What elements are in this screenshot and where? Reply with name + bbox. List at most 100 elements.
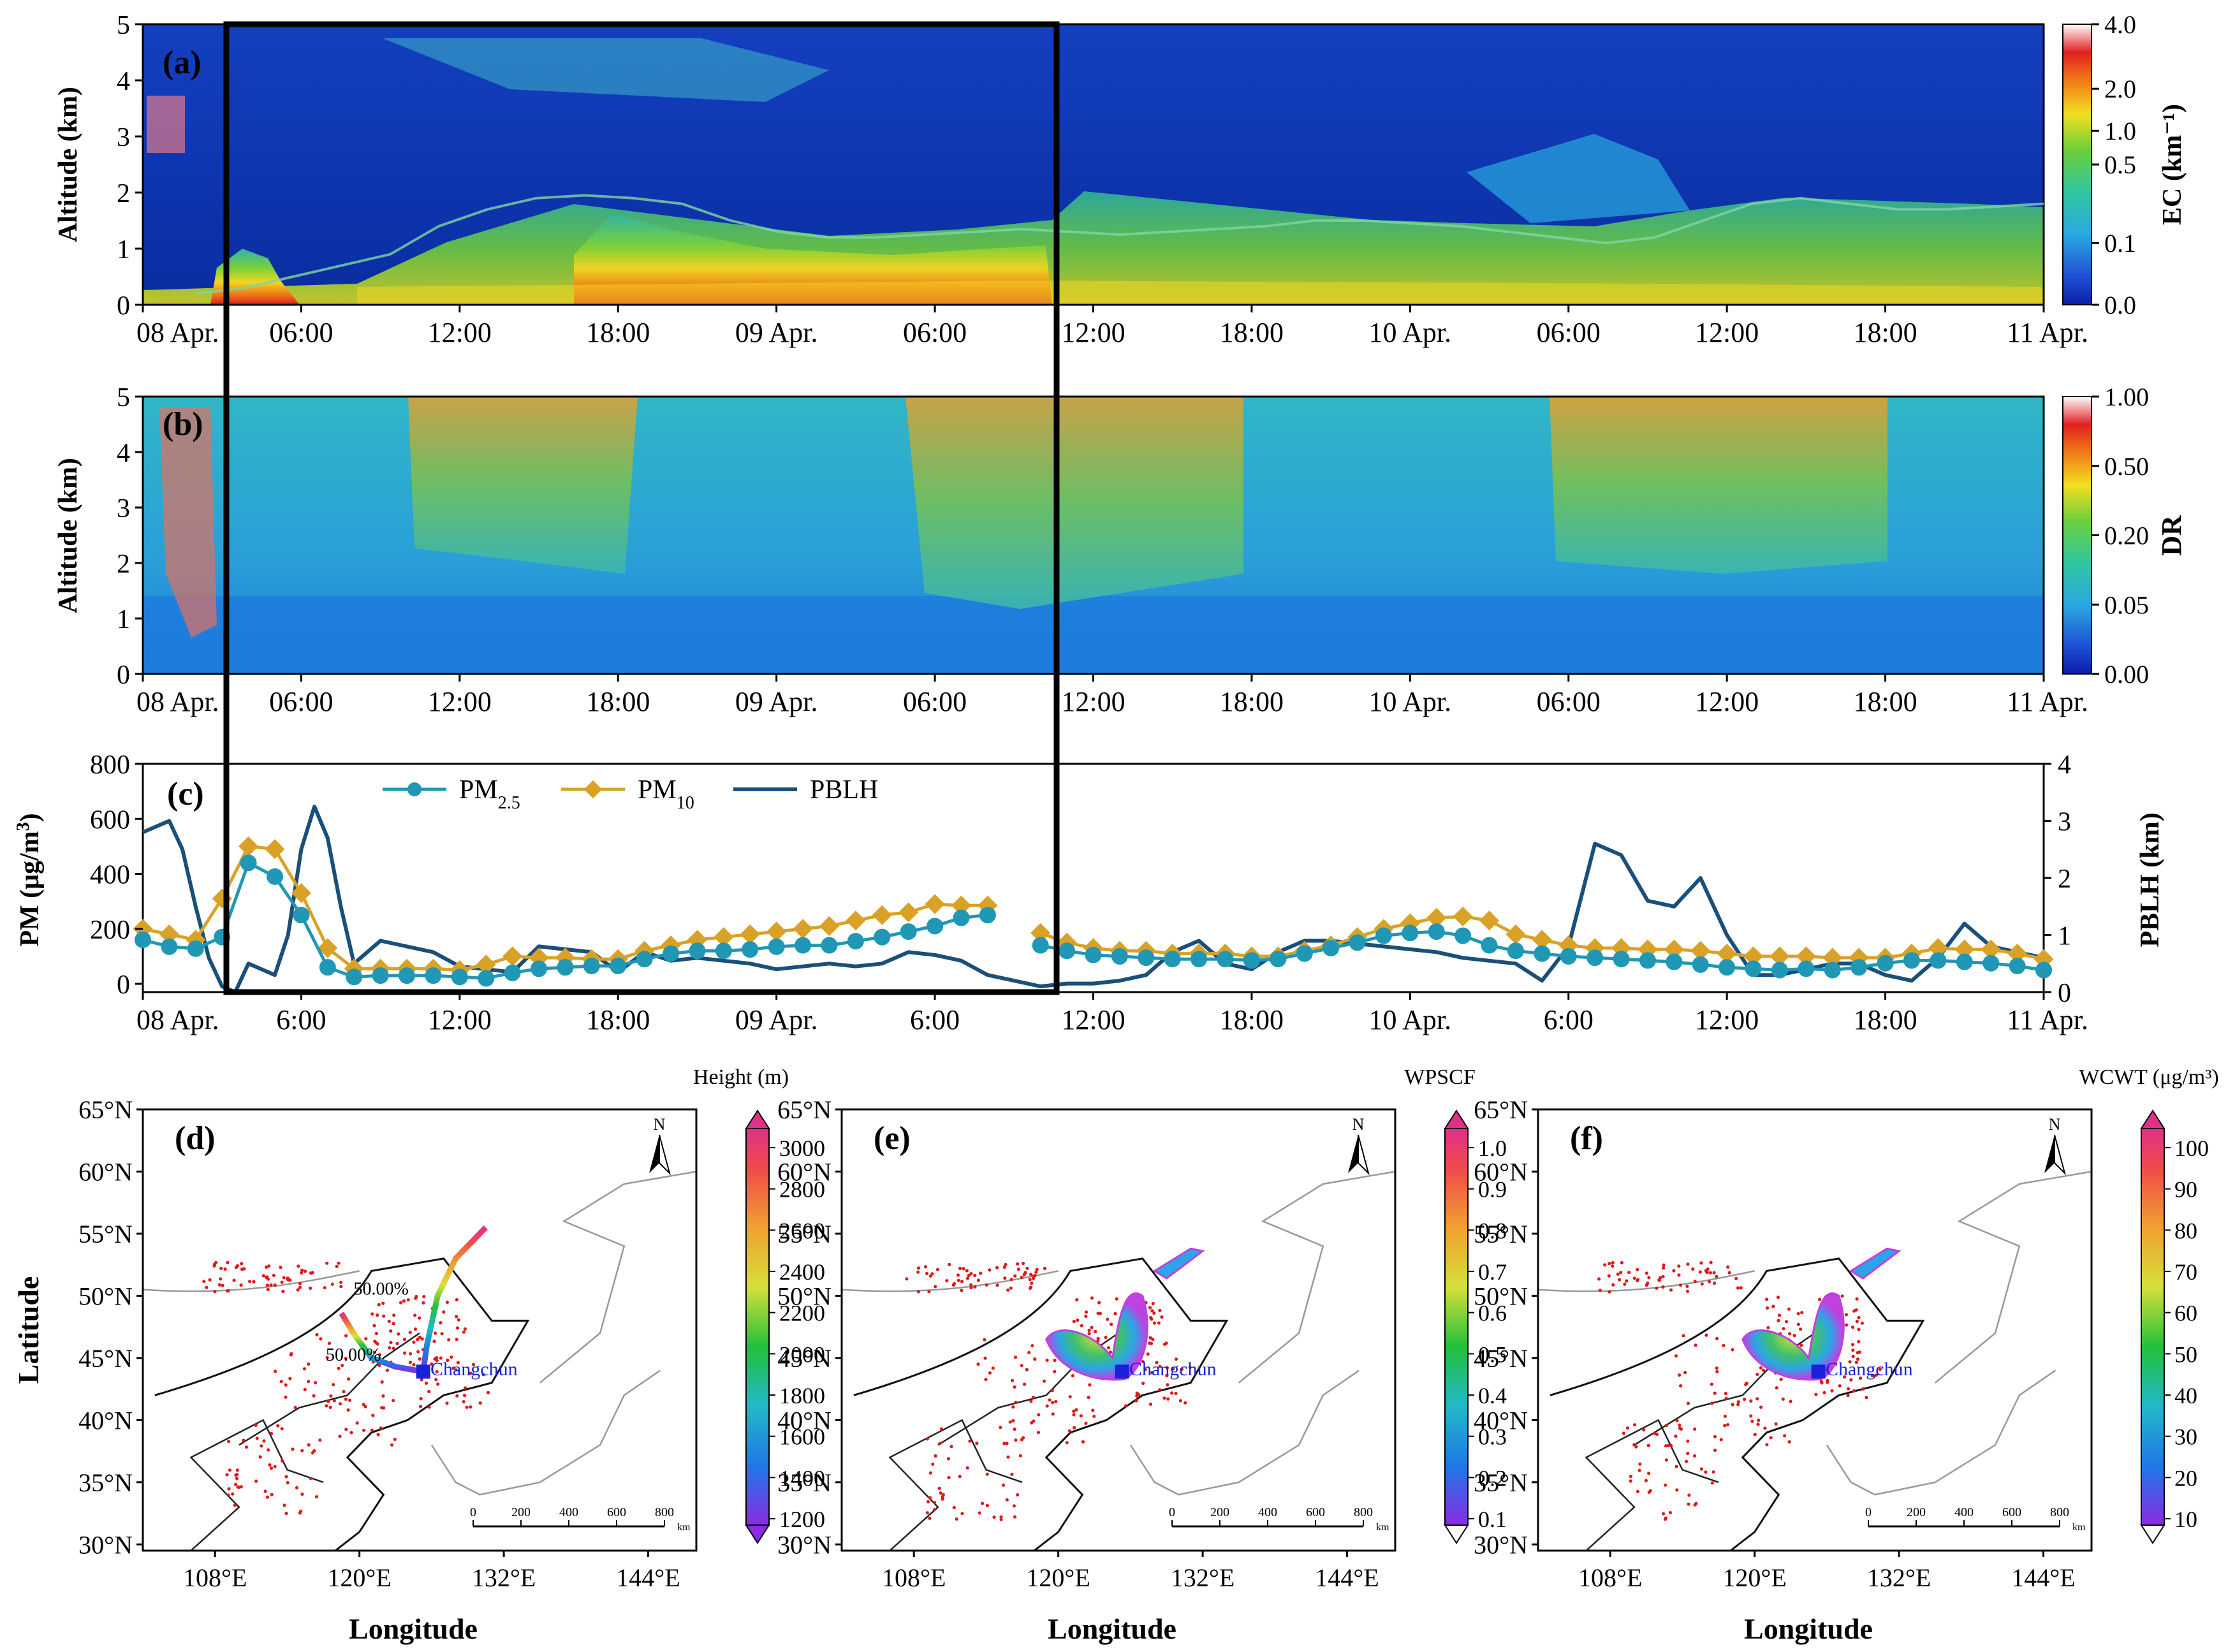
fire-point xyxy=(1638,1468,1641,1472)
colorbar-tick-label: 0.2 xyxy=(1478,1465,1507,1491)
fire-point xyxy=(1074,1408,1078,1412)
pm25-point xyxy=(1270,951,1287,968)
fire-point xyxy=(1789,1400,1792,1403)
fire-point xyxy=(1002,1265,1006,1269)
pm10-point xyxy=(1532,930,1552,950)
x-tick-label: 6:00 xyxy=(276,1004,326,1035)
fire-point xyxy=(332,1399,336,1403)
fire-point xyxy=(339,1280,343,1284)
fire-point xyxy=(1011,1378,1015,1382)
fire-point xyxy=(319,1337,323,1341)
fire-point xyxy=(934,1285,937,1289)
fire-point xyxy=(1025,1266,1029,1270)
fire-point xyxy=(362,1403,365,1407)
fire-point xyxy=(392,1399,395,1403)
fire-point xyxy=(1700,1282,1704,1286)
fire-point xyxy=(1715,1336,1719,1341)
fire-point xyxy=(388,1346,392,1350)
pm10-point xyxy=(793,919,813,939)
fire-point xyxy=(267,1264,271,1268)
map-background xyxy=(143,1109,696,1551)
x-tick-label: 12:00 xyxy=(428,1004,492,1035)
lat-tick-label: 50°N xyxy=(777,1282,832,1310)
colorbar-tick-label: 1400 xyxy=(779,1465,825,1491)
pm25-point xyxy=(267,868,284,885)
fire-point xyxy=(1106,1317,1110,1321)
fire-point xyxy=(445,1300,450,1304)
fire-point xyxy=(1148,1341,1152,1345)
fire-point xyxy=(284,1475,288,1479)
pm10-point xyxy=(1928,938,1948,958)
fire-point xyxy=(1765,1443,1769,1447)
y-tick-label: 3 xyxy=(117,123,130,152)
y-tick-label: 800 xyxy=(90,750,130,780)
fire-point xyxy=(1020,1364,1023,1368)
panel-b-ylabel: Altitude (km) xyxy=(54,458,83,613)
fire-point xyxy=(1076,1319,1080,1322)
fire-point xyxy=(1743,1398,1747,1401)
fire-point xyxy=(1792,1333,1796,1338)
fire-point xyxy=(1084,1421,1088,1425)
fire-point xyxy=(1787,1440,1791,1444)
fire-point xyxy=(1021,1436,1025,1440)
fire-point xyxy=(1731,1348,1734,1352)
pm10-point xyxy=(1981,939,2001,960)
fire-point xyxy=(916,1266,921,1270)
fire-point xyxy=(1087,1328,1091,1333)
fire-point xyxy=(374,1331,379,1336)
fire-point xyxy=(412,1340,416,1344)
panel-b-y-ticks: 0 1 2 3 4 5 xyxy=(117,383,143,690)
pm25-point xyxy=(874,928,891,946)
scale-label: 600 xyxy=(607,1505,626,1519)
y-tick-label: 2 xyxy=(117,179,130,208)
fire-point xyxy=(217,1283,222,1287)
fire-point xyxy=(266,1277,270,1281)
pm25-point xyxy=(1455,927,1472,944)
pm25-point xyxy=(1771,961,1788,979)
site-marker xyxy=(1115,1364,1129,1379)
pm25-point xyxy=(135,932,151,949)
fire-point xyxy=(436,1382,440,1386)
fire-point xyxy=(379,1426,383,1430)
fire-point xyxy=(1846,1394,1850,1398)
fire-point xyxy=(1682,1334,1685,1338)
fire-point xyxy=(1699,1261,1703,1265)
fire-point xyxy=(1597,1277,1601,1281)
panel-b-dust-region-3 xyxy=(1550,397,1887,574)
fire-point xyxy=(1675,1488,1679,1492)
fire-point xyxy=(1629,1474,1632,1479)
fire-point xyxy=(1166,1397,1170,1401)
fire-point xyxy=(969,1285,973,1290)
fire-point xyxy=(1034,1270,1038,1274)
pm10-point xyxy=(1796,946,1816,967)
fire-point xyxy=(234,1473,238,1477)
x-tick-label: 18:00 xyxy=(586,317,650,348)
fire-point xyxy=(930,1272,934,1276)
fire-point xyxy=(309,1477,312,1480)
fire-point xyxy=(1622,1431,1625,1435)
fire-point xyxy=(435,1356,439,1360)
fire-point xyxy=(1636,1489,1640,1493)
fire-point xyxy=(457,1318,460,1322)
fire-point xyxy=(1724,1396,1728,1400)
lat-tick-label: 45°N xyxy=(1474,1344,1528,1373)
fire-point xyxy=(1843,1375,1847,1379)
scale-label: 200 xyxy=(1907,1505,1926,1519)
fire-point xyxy=(325,1261,329,1265)
fire-point xyxy=(430,1362,434,1366)
x-tick-label: 06:00 xyxy=(1537,317,1601,348)
fire-point xyxy=(1761,1368,1766,1372)
fire-point xyxy=(270,1431,274,1435)
fire-point xyxy=(309,1271,313,1275)
fire-point xyxy=(1731,1403,1734,1407)
fire-point xyxy=(1787,1307,1791,1311)
fire-point xyxy=(1150,1309,1154,1313)
fire-point xyxy=(370,1312,374,1316)
colorbar-min-arrow xyxy=(1444,1524,1469,1544)
fire-point xyxy=(279,1266,282,1269)
fire-point xyxy=(1674,1354,1678,1358)
panel-a-label: (a) xyxy=(163,45,202,81)
fire-point xyxy=(1180,1367,1183,1371)
fire-point xyxy=(300,1492,304,1496)
fire-point xyxy=(377,1303,381,1306)
